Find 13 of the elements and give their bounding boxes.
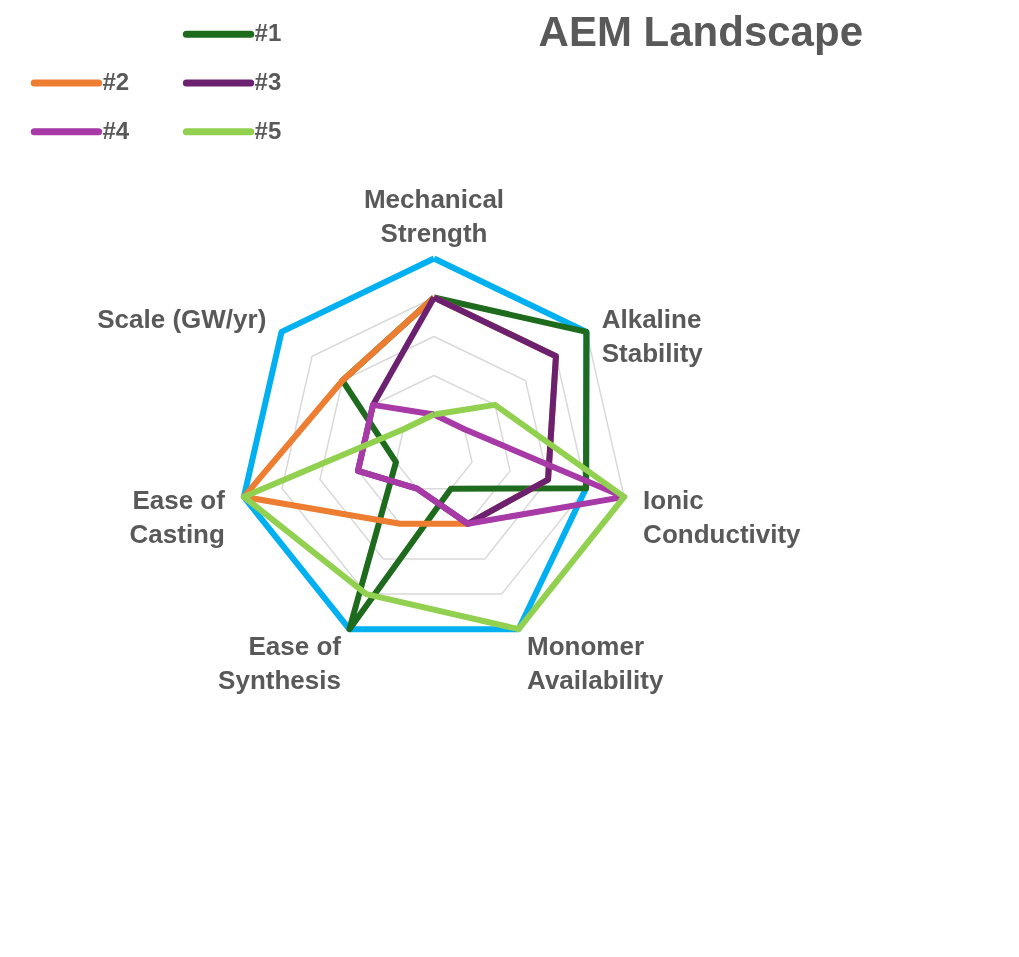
legend-label: #4 [102, 116, 130, 144]
spoke-label: Ionic Conductivity [643, 485, 802, 550]
spoke-label: Monomer Availability [527, 630, 664, 695]
spoke-label: Mechanical Strength [363, 184, 505, 248]
legend-label: #1 [254, 19, 282, 47]
legend-label: #2 [102, 68, 130, 95]
spoke-label: Alkaline Stability [601, 303, 704, 368]
legend-label: #5 [254, 116, 282, 144]
spoke-label: Scale (GW/yr) [97, 303, 267, 334]
chart-title: AEM Landscape [538, 8, 863, 55]
legend-label: #3 [254, 68, 282, 95]
spoke-label: Ease of Synthesis [218, 630, 342, 695]
spoke-label: Ease of Casting [129, 485, 226, 550]
